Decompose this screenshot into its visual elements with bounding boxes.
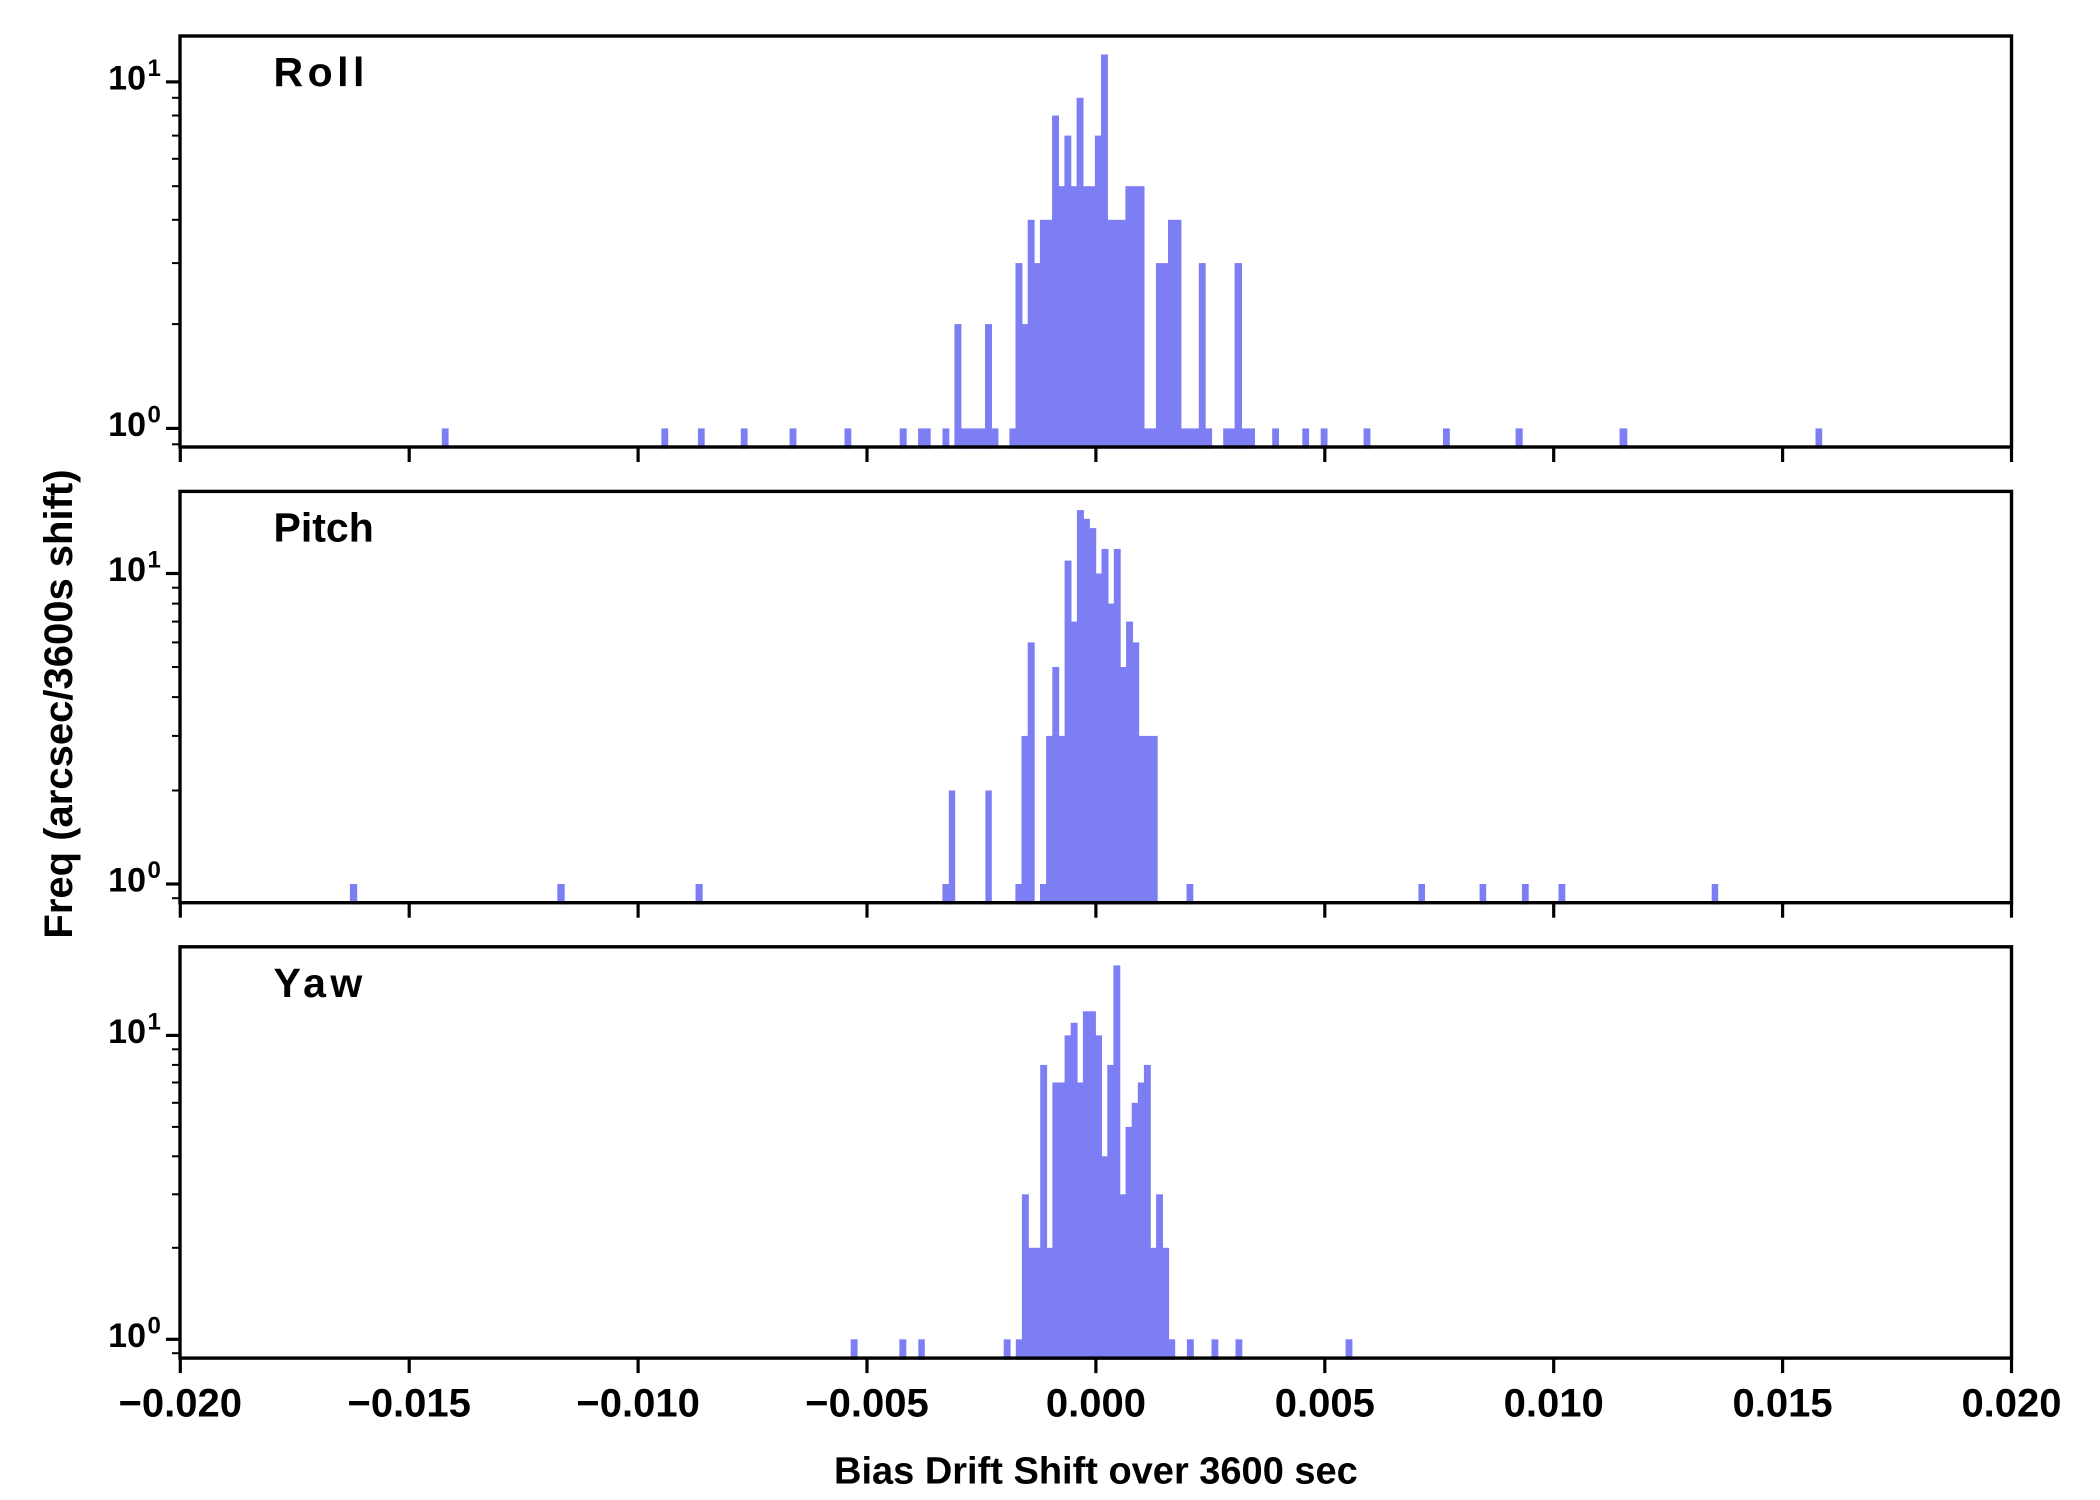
svg-text:10: 10 bbox=[108, 1013, 146, 1051]
svg-text:0: 0 bbox=[148, 401, 161, 428]
svg-text:−0.020: −0.020 bbox=[119, 1382, 242, 1426]
svg-text:Bias Drift Shift over 3600 sec: Bias Drift Shift over 3600 sec bbox=[834, 1450, 1358, 1492]
svg-text:Pitch: Pitch bbox=[274, 505, 374, 551]
svg-text:10: 10 bbox=[108, 551, 146, 589]
svg-text:0.020: 0.020 bbox=[1961, 1382, 2061, 1426]
svg-text:0.015: 0.015 bbox=[1733, 1382, 1833, 1426]
svg-text:0: 0 bbox=[148, 857, 161, 884]
svg-text:0: 0 bbox=[148, 1312, 161, 1339]
svg-text:Freq (arcsec/3600s shift): Freq (arcsec/3600s shift) bbox=[37, 469, 81, 938]
svg-text:1: 1 bbox=[148, 547, 161, 574]
svg-text:10: 10 bbox=[108, 406, 146, 444]
svg-text:Roll: Roll bbox=[274, 49, 369, 95]
svg-text:1: 1 bbox=[148, 1008, 161, 1035]
svg-text:0.010: 0.010 bbox=[1504, 1382, 1604, 1426]
svg-text:10: 10 bbox=[108, 862, 146, 900]
svg-text:10: 10 bbox=[108, 1317, 146, 1355]
svg-text:−0.010: −0.010 bbox=[576, 1382, 699, 1426]
svg-text:10: 10 bbox=[108, 59, 146, 97]
svg-text:−0.005: −0.005 bbox=[805, 1382, 928, 1426]
svg-text:0.000: 0.000 bbox=[1046, 1382, 1146, 1426]
svg-text:Yaw: Yaw bbox=[274, 960, 367, 1006]
svg-text:−0.015: −0.015 bbox=[347, 1382, 470, 1426]
svg-text:0.005: 0.005 bbox=[1275, 1382, 1375, 1426]
svg-text:1: 1 bbox=[148, 55, 161, 82]
